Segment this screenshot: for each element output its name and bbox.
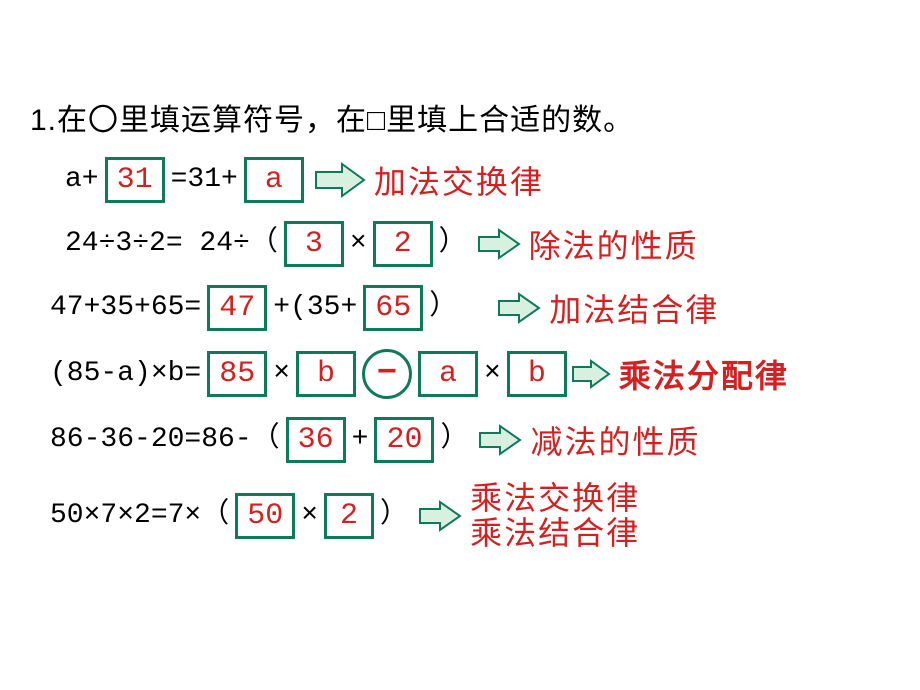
slide-content: 1.在〇里填运算符号，在□里填上合适的数。 a+ 31 =31+ a 加法交换律…	[0, 0, 920, 551]
eq-text: ×	[301, 502, 318, 530]
answer-box: b	[507, 351, 567, 397]
law-label-stack: 乘法交换律 乘法结合律	[470, 481, 640, 551]
law-label: 加法结合律	[549, 285, 719, 331]
arrow-icon	[418, 500, 462, 532]
law-label: 加法交换律	[374, 157, 544, 203]
eq-text: 86-36-20=86-（	[50, 426, 280, 454]
answer-box: 3	[284, 221, 344, 267]
law-label: 乘法结合律	[470, 516, 640, 551]
equation-line-2: 24÷3÷2= 24÷（ 3 × 2 ） 除法的性质	[30, 221, 890, 267]
answer-box: 2	[324, 493, 374, 539]
equation-4: (85-a)×b= 85 × b − a × b	[50, 349, 567, 399]
arrow-icon	[497, 292, 541, 324]
arrow-icon	[478, 424, 522, 456]
equation-line-6: 50×7×2=7×（ 50 × 2 ） 乘法交换律 乘法结合律	[30, 481, 890, 551]
eq-text: 47+35+65=	[50, 294, 201, 322]
equation-line-3: 47+35+65= 47 +(35+ 65 ） 加法结合律	[30, 285, 890, 331]
eq-text: +(35+	[273, 294, 357, 322]
answer-box: 47	[207, 285, 267, 331]
arrow-icon	[477, 228, 521, 260]
operator-circle: −	[362, 349, 412, 399]
problem-title: 1.在〇里填运算符号，在□里填上合适的数。	[30, 95, 890, 139]
law-label: 除法的性质	[529, 221, 699, 267]
equation-5: 86-36-20=86-（ 36 + 20 ）	[50, 417, 468, 463]
arrow-icon	[314, 162, 366, 198]
eq-text: 50×7×2=7×（	[50, 502, 229, 530]
equation-line-5: 86-36-20=86-（ 36 + 20 ） 减法的性质	[30, 417, 890, 463]
answer-box: 36	[286, 417, 346, 463]
eq-text: (85-a)×b=	[50, 360, 201, 388]
eq-text: a+	[65, 166, 99, 194]
law-label: 乘法分配律	[619, 351, 789, 397]
eq-text: ）	[440, 426, 468, 454]
eq-text: ×	[273, 360, 290, 388]
law-label: 乘法交换律	[470, 481, 640, 516]
answer-box: 85	[207, 351, 267, 397]
eq-text: ）	[439, 230, 467, 258]
answer-box: a	[418, 351, 478, 397]
eq-text: ）	[380, 502, 408, 530]
equation-2: 24÷3÷2= 24÷（ 3 × 2 ）	[65, 221, 467, 267]
answer-box: 31	[105, 157, 165, 203]
arrow-icon	[571, 359, 611, 389]
equation-6: 50×7×2=7×（ 50 × 2 ）	[50, 493, 408, 539]
answer-box: 2	[373, 221, 433, 267]
answer-box: b	[296, 351, 356, 397]
equation-line-1: a+ 31 =31+ a 加法交换律	[30, 157, 890, 203]
answer-box: 50	[235, 493, 295, 539]
eq-text: +	[352, 426, 369, 454]
equation-1: a+ 31 =31+ a	[65, 157, 304, 203]
eq-text: ×	[484, 360, 501, 388]
eq-text: 24÷3÷2= 24÷（	[65, 230, 278, 258]
equation-line-4: (85-a)×b= 85 × b − a × b 乘法分配律	[30, 349, 890, 399]
eq-text: ）	[429, 294, 457, 322]
equation-3: 47+35+65= 47 +(35+ 65 ）	[50, 285, 457, 331]
eq-text: =31+	[171, 166, 238, 194]
answer-box: a	[244, 157, 304, 203]
eq-text: ×	[350, 230, 367, 258]
answer-box: 20	[374, 417, 434, 463]
law-label: 减法的性质	[530, 417, 700, 463]
answer-box: 65	[363, 285, 423, 331]
